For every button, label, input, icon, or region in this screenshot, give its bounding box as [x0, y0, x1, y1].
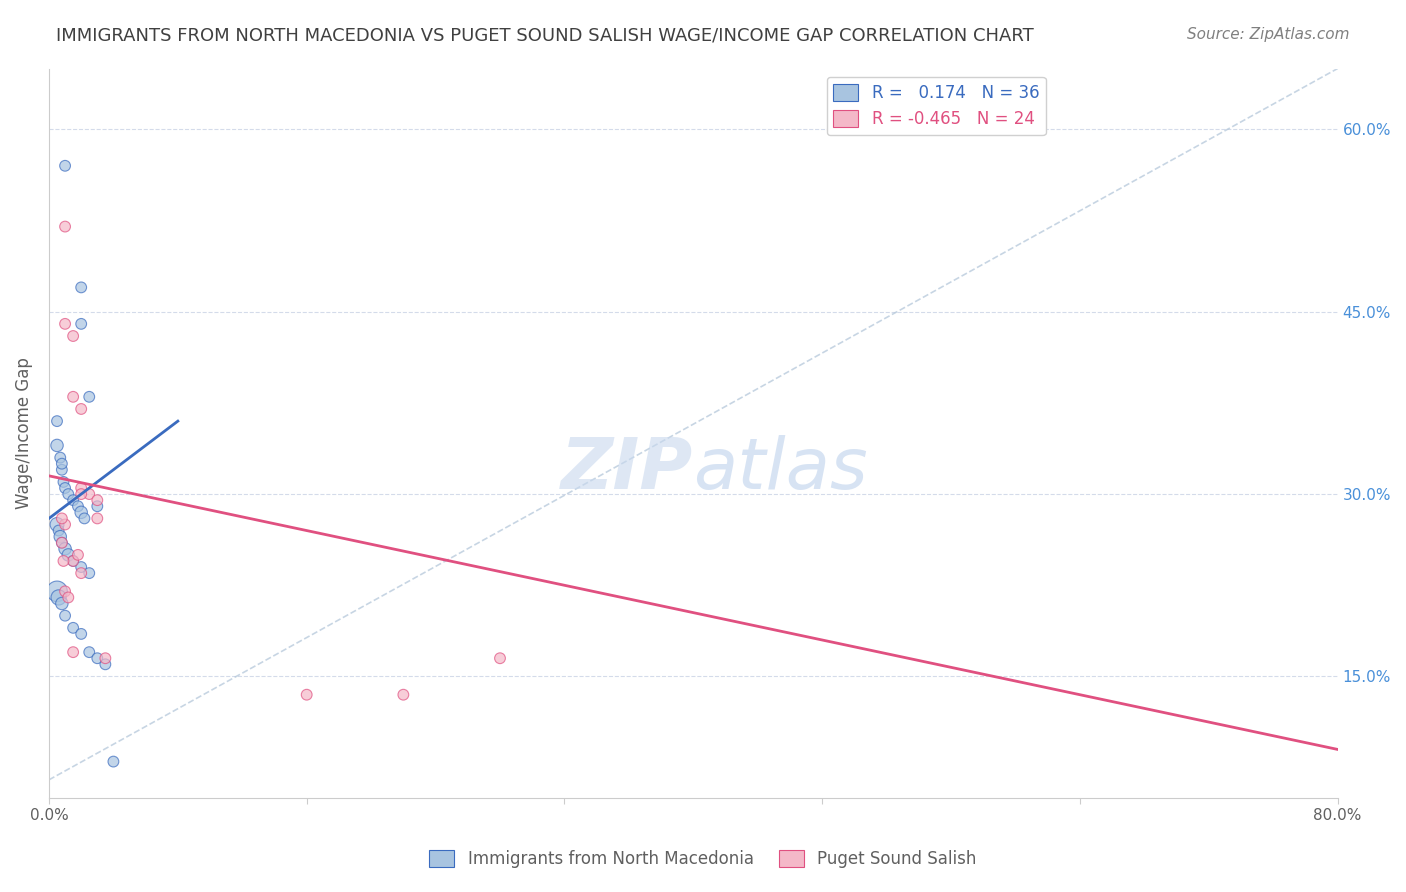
Point — [48, 591, 70, 605]
Point — [103, 755, 125, 769]
Point — [46, 414, 69, 428]
Point — [53, 541, 76, 556]
Point — [77, 390, 100, 404]
Point — [49, 530, 72, 544]
Point — [94, 651, 117, 665]
Text: ZIP: ZIP — [561, 435, 693, 504]
Point — [52, 554, 75, 568]
Point — [51, 535, 73, 549]
Point — [49, 450, 72, 465]
Point — [51, 535, 73, 549]
Point — [53, 481, 76, 495]
Point — [62, 621, 84, 635]
Point — [70, 481, 93, 495]
Point — [48, 524, 70, 538]
Point — [70, 566, 93, 581]
Point — [51, 511, 73, 525]
Point — [46, 517, 69, 532]
Point — [489, 651, 512, 665]
Point — [62, 554, 84, 568]
Point — [62, 554, 84, 568]
Point — [77, 566, 100, 581]
Point — [86, 500, 108, 514]
Point — [62, 493, 84, 508]
Point — [62, 329, 84, 343]
Point — [86, 493, 108, 508]
Point — [70, 487, 93, 501]
Point — [66, 548, 89, 562]
Point — [46, 438, 69, 452]
Point — [58, 591, 80, 605]
Point — [53, 517, 76, 532]
Point — [77, 487, 100, 501]
Point — [52, 475, 75, 489]
Point — [77, 645, 100, 659]
Point — [70, 505, 93, 519]
Point — [295, 688, 318, 702]
Legend: Immigrants from North Macedonia, Puget Sound Salish: Immigrants from North Macedonia, Puget S… — [423, 843, 983, 875]
Point — [58, 548, 80, 562]
Point — [70, 280, 93, 294]
Point — [46, 584, 69, 599]
Point — [70, 560, 93, 574]
Point — [58, 487, 80, 501]
Point — [51, 597, 73, 611]
Point — [392, 688, 415, 702]
Point — [73, 511, 96, 525]
Point — [86, 511, 108, 525]
Text: Source: ZipAtlas.com: Source: ZipAtlas.com — [1187, 27, 1350, 42]
Point — [53, 159, 76, 173]
Point — [62, 645, 84, 659]
Text: atlas: atlas — [693, 435, 868, 504]
Point — [86, 651, 108, 665]
Point — [66, 500, 89, 514]
Point — [70, 627, 93, 641]
Point — [70, 401, 93, 416]
Point — [53, 219, 76, 234]
Point — [53, 608, 76, 623]
Legend: R =   0.174   N = 36, R = -0.465   N = 24: R = 0.174 N = 36, R = -0.465 N = 24 — [827, 77, 1046, 135]
Point — [94, 657, 117, 672]
Point — [51, 457, 73, 471]
Point — [53, 584, 76, 599]
Point — [51, 463, 73, 477]
Text: IMMIGRANTS FROM NORTH MACEDONIA VS PUGET SOUND SALISH WAGE/INCOME GAP CORRELATIO: IMMIGRANTS FROM NORTH MACEDONIA VS PUGET… — [56, 27, 1033, 45]
Point — [70, 317, 93, 331]
Y-axis label: Wage/Income Gap: Wage/Income Gap — [15, 358, 32, 509]
Point — [53, 317, 76, 331]
Point — [62, 390, 84, 404]
